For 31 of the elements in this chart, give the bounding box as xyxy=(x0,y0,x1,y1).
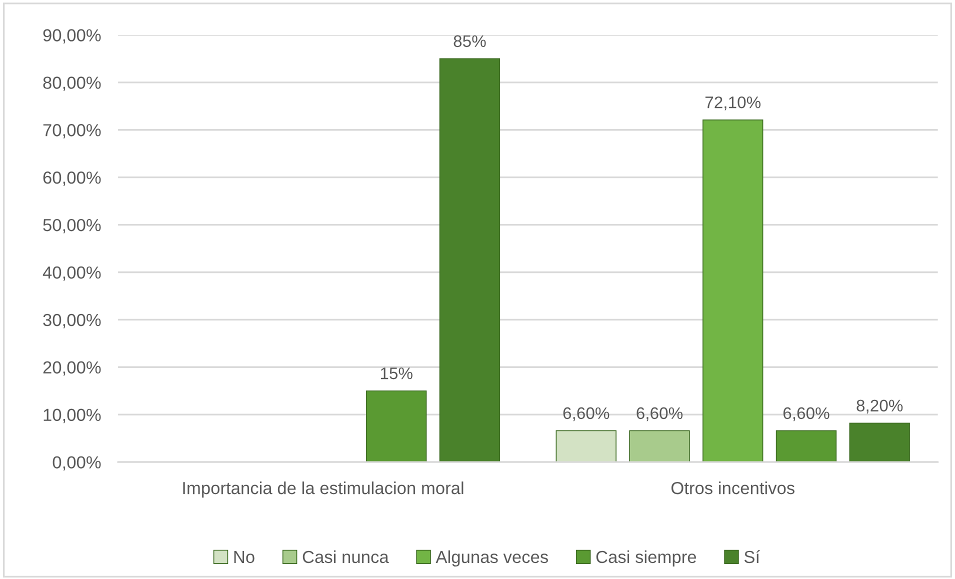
bar xyxy=(629,430,690,462)
y-tick-label: 60,00% xyxy=(43,171,101,186)
y-tick-label: 20,00% xyxy=(43,361,101,376)
y-tick-label: 0,00% xyxy=(52,456,101,471)
legend-label: Casi siempre xyxy=(596,550,696,567)
y-tick-label: 40,00% xyxy=(42,266,101,281)
data-label: 6,60% xyxy=(783,407,830,422)
y-tick-label: 80,00% xyxy=(43,76,101,91)
bar xyxy=(556,430,616,462)
y-tick-label: 30,00% xyxy=(43,314,101,328)
data-label: 8,20% xyxy=(856,400,903,414)
data-label: 6,60% xyxy=(563,407,610,422)
y-tick-label: 70,00% xyxy=(43,124,101,138)
legend-label: Sí xyxy=(744,550,760,564)
legend-label: No xyxy=(234,551,254,564)
legend-label: Algunas veces xyxy=(436,550,548,567)
y-tick-label: 10,00% xyxy=(44,408,101,424)
bar xyxy=(776,430,837,462)
data-label: 15% xyxy=(380,368,412,380)
data-label: 85% xyxy=(454,35,486,48)
bar xyxy=(702,119,764,462)
data-label: 6,60% xyxy=(636,407,683,422)
x-tick-label: Importancia de la estimulacion moral xyxy=(183,481,464,498)
bar xyxy=(849,422,910,462)
bar xyxy=(366,390,427,462)
y-tick-label: 50,00% xyxy=(43,218,101,234)
x-tick-label: Otros incentivos xyxy=(671,481,794,494)
data-label: 72,10% xyxy=(705,96,761,110)
bar xyxy=(439,58,500,462)
y-tick-label: 90,00% xyxy=(43,29,101,44)
legend-label: Casi nunca xyxy=(302,550,389,564)
